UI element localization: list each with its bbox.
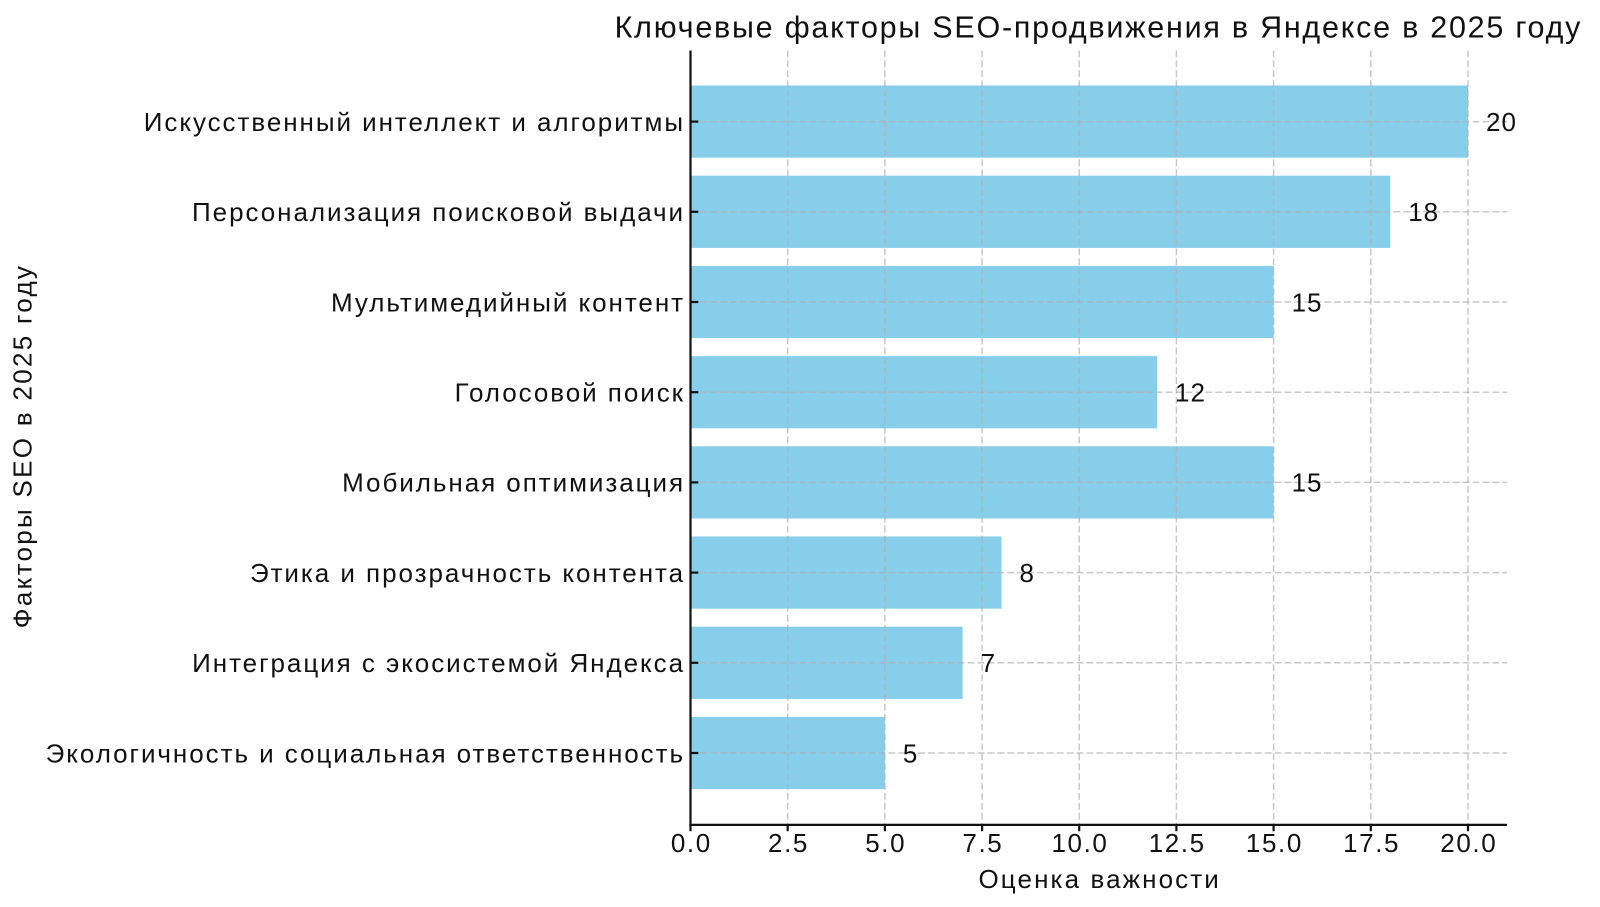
svg-text:Персонализация поисковой выдач: Персонализация поисковой выдачи	[192, 197, 685, 227]
svg-text:Факторы SEO в 2025 году: Факторы SEO в 2025 году	[8, 264, 38, 628]
svg-text:10.0: 10.0	[1051, 828, 1108, 858]
svg-text:15.0: 15.0	[1246, 828, 1303, 858]
svg-text:12.5: 12.5	[1149, 828, 1206, 858]
svg-text:15: 15	[1292, 287, 1323, 317]
svg-text:18: 18	[1408, 197, 1439, 227]
svg-text:Ключевые факторы SEO-продвижен: Ключевые факторы SEO-продвижения в Яндек…	[615, 11, 1582, 45]
svg-text:15: 15	[1292, 468, 1323, 498]
svg-text:0.0: 0.0	[671, 828, 712, 858]
svg-text:Искусственный интеллект и алго: Искусственный интеллект и алгоритмы	[144, 107, 685, 137]
svg-text:12: 12	[1175, 378, 1206, 408]
svg-text:Интеграция с экосистемой Яндек: Интеграция с экосистемой Яндекса	[192, 648, 685, 678]
svg-text:5.0: 5.0	[865, 828, 906, 858]
svg-text:8: 8	[1020, 558, 1035, 588]
svg-text:5: 5	[903, 738, 918, 768]
svg-text:Мобильная оптимизация: Мобильная оптимизация	[342, 468, 685, 498]
svg-text:20: 20	[1486, 107, 1517, 137]
svg-text:17.5: 17.5	[1343, 828, 1400, 858]
svg-text:Экологичность и социальная отв: Экологичность и социальная ответственнос…	[46, 738, 685, 768]
svg-text:Мультимедийный контент: Мультимедийный контент	[331, 287, 685, 317]
svg-text:7: 7	[981, 648, 996, 678]
svg-text:20.0: 20.0	[1440, 828, 1497, 858]
svg-text:7.5: 7.5	[962, 828, 1003, 858]
svg-text:Оценка важности: Оценка важности	[978, 864, 1220, 894]
svg-text:2.5: 2.5	[768, 828, 809, 858]
svg-text:Этика и прозрачность контента: Этика и прозрачность контента	[250, 558, 685, 588]
svg-text:Голосовой поиск: Голосовой поиск	[455, 378, 685, 408]
